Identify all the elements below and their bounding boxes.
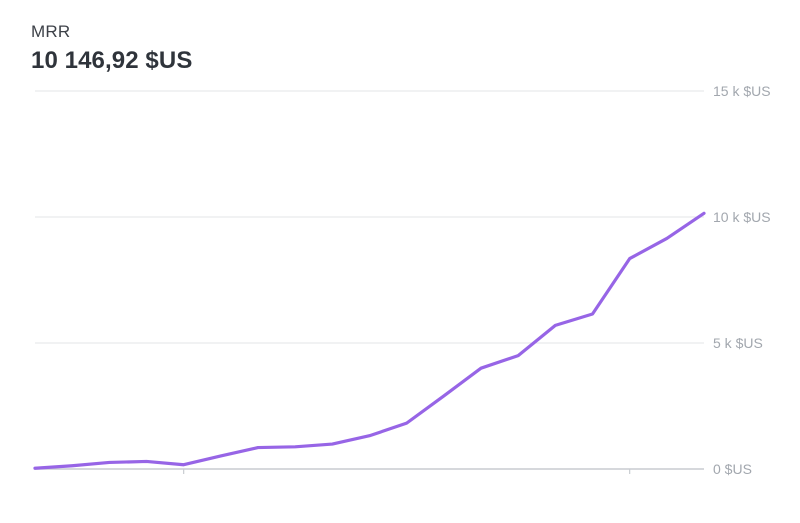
metric-value: 10 146,92 $US (31, 47, 193, 74)
metric-title: MRR (31, 22, 71, 41)
data-point[interactable] (663, 234, 671, 242)
data-point[interactable] (589, 310, 597, 318)
y-tick-label: 10 k $US (713, 209, 771, 225)
data-point[interactable] (626, 255, 634, 263)
data-point[interactable] (68, 462, 76, 470)
series-line-mrr (33, 211, 706, 470)
data-point[interactable] (328, 440, 336, 448)
data-point[interactable] (477, 364, 485, 372)
data-point[interactable] (291, 443, 299, 451)
y-tick-label: 5 k $US (713, 335, 763, 351)
data-point[interactable] (217, 452, 225, 460)
data-point[interactable] (551, 321, 559, 329)
data-point[interactable] (440, 392, 448, 400)
data-point[interactable] (366, 432, 374, 440)
data-point[interactable] (254, 444, 262, 452)
y-tick-label: 0 $US (713, 461, 752, 477)
data-point[interactable] (403, 419, 411, 427)
data-point[interactable] (700, 209, 708, 217)
y-tick-label: 15 k $US (713, 83, 771, 99)
data-point[interactable] (143, 457, 151, 465)
data-point[interactable] (180, 461, 188, 469)
data-point[interactable] (105, 458, 113, 466)
data-point[interactable] (31, 464, 39, 472)
data-point[interactable] (514, 352, 522, 360)
